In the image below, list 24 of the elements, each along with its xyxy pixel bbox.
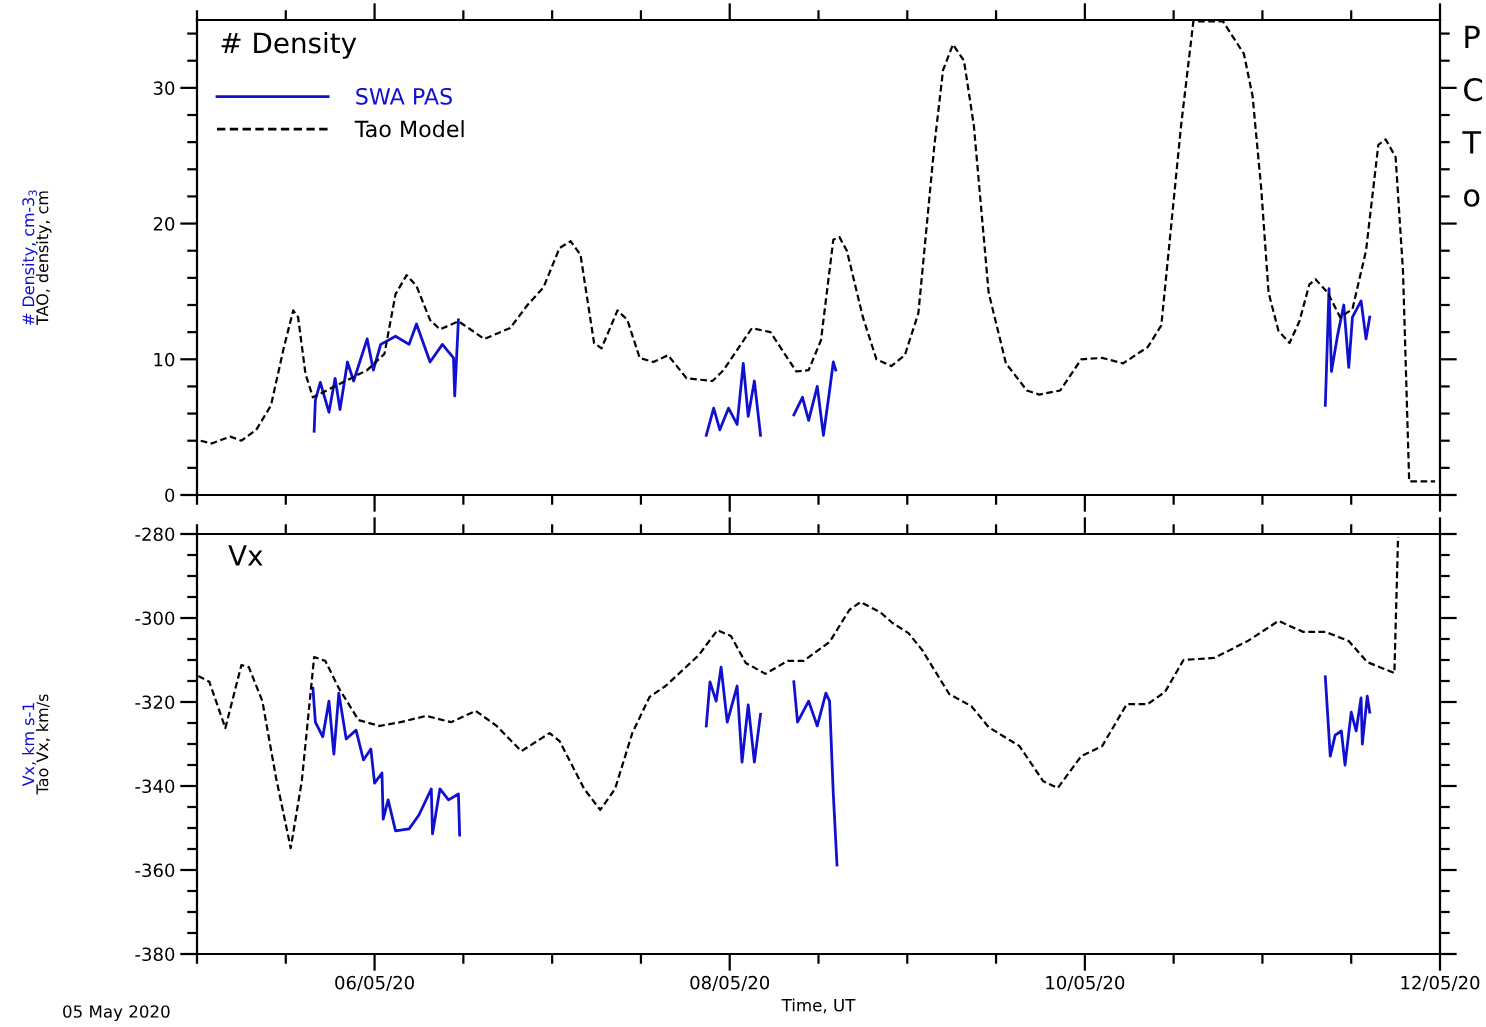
text: Tao Model: [354, 120, 464, 138]
x-tick-label: 10/05/20: [1046, 975, 1125, 991]
x-tick-label: 12/05/20: [1401, 975, 1480, 991]
y-tick-label: 0: [165, 488, 175, 503]
y-tick-label: 10: [154, 352, 175, 367]
y-tick-label: 30: [153, 81, 175, 95]
y-tick-label: 20: [153, 217, 175, 231]
x-tick-label: 06/05/20: [335, 975, 414, 991]
chart-title: # Density: [221, 31, 357, 59]
x-axis-title: Time, UT: [781, 998, 856, 1014]
x-tick-label: 08/05/20: [690, 975, 770, 991]
y-tick-label: -300: [135, 611, 175, 626]
y-tick-label: -320: [135, 695, 175, 710]
text: SWA PAS: [356, 87, 452, 105]
y-tick-label: -280: [135, 527, 175, 542]
line-series: [199, 20, 1437, 483]
text: P C T o: [1462, 25, 1483, 207]
y-axis-title: # Density, cm-3$_{3}$ TAO, density, cm: [22, 190, 52, 326]
text: 05 May 2020: [63, 1005, 170, 1022]
y-tick-label: -380: [135, 947, 175, 962]
y-axis-title: Vx, km s-1 Tao Vx, km/s: [22, 694, 50, 795]
y-tick-label: -340: [135, 779, 175, 794]
chart-title: Vx: [228, 545, 263, 566]
y-tick-label: -360: [135, 863, 175, 878]
